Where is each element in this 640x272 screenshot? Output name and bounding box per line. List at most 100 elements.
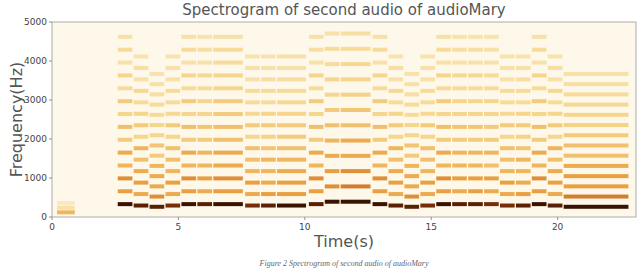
harmonic-band <box>564 113 629 117</box>
harmonic-band <box>325 200 340 204</box>
harmonic-band <box>150 184 165 188</box>
harmonic-band <box>261 204 276 208</box>
harmonic-band <box>134 123 149 127</box>
harmonic-band <box>564 154 629 158</box>
harmonic-band <box>261 192 276 196</box>
harmonic-band <box>118 99 133 103</box>
harmonic-band <box>468 86 483 90</box>
harmonic-band <box>452 99 467 103</box>
harmonic-band <box>548 66 563 70</box>
harmonic-band <box>134 192 149 196</box>
harmonic-band <box>452 73 467 77</box>
harmonic-band <box>404 195 419 199</box>
harmonic-band <box>404 123 419 127</box>
harmonic-band <box>134 135 149 139</box>
harmonic-band <box>197 99 212 103</box>
y-tick-label: 2000 <box>24 134 47 144</box>
harmonic-band <box>452 164 467 168</box>
harmonic-band <box>468 61 483 65</box>
harmonic-band <box>118 176 133 180</box>
harmonic-band <box>150 154 165 158</box>
harmonic-band <box>500 169 515 173</box>
harmonic-band <box>532 35 547 39</box>
harmonic-band <box>181 61 196 65</box>
harmonic-band <box>484 112 499 116</box>
harmonic-band <box>404 82 419 86</box>
harmonic-band <box>484 61 499 65</box>
harmonic-band <box>436 189 451 193</box>
harmonic-band <box>325 32 340 36</box>
harmonic-band <box>532 202 547 206</box>
harmonic-band <box>532 176 547 180</box>
harmonic-band <box>213 48 243 52</box>
harmonic-band <box>181 35 196 39</box>
harmonic-band <box>500 204 515 208</box>
harmonic-band <box>388 89 403 93</box>
harmonic-band <box>341 47 371 51</box>
harmonic-band <box>388 123 403 127</box>
plot-frame <box>52 22 636 217</box>
harmonic-band <box>134 89 149 93</box>
harmonic-band <box>373 176 388 180</box>
harmonic-band <box>245 192 260 196</box>
harmonic-band <box>134 169 149 173</box>
title: Spectrogram of second audio of audioMary <box>182 1 506 19</box>
y-tick-label: 5000 <box>24 17 47 27</box>
harmonic-band <box>548 158 563 162</box>
harmonic-band <box>150 174 165 178</box>
harmonic-band <box>484 202 499 206</box>
x-tick <box>431 217 432 220</box>
harmonic-band <box>404 164 419 168</box>
harmonic-band <box>468 151 483 155</box>
harmonic-band <box>548 135 563 139</box>
harmonic-band <box>118 86 133 90</box>
harmonic-band <box>261 169 276 173</box>
harmonic-band <box>261 112 276 116</box>
harmonic-band <box>468 99 483 103</box>
harmonic-band <box>277 146 306 150</box>
harmonic-band <box>181 151 196 155</box>
harmonic-band <box>245 158 260 162</box>
harmonic-band <box>436 99 451 103</box>
harmonic-band <box>150 113 165 117</box>
harmonic-band <box>261 181 276 185</box>
harmonic-band <box>150 123 165 127</box>
harmonic-band <box>213 125 243 129</box>
harmonic-band <box>516 146 531 150</box>
harmonic-band <box>468 73 483 77</box>
harmonic-band <box>500 123 515 127</box>
harmonic-band <box>548 192 563 196</box>
harmonic-band <box>500 146 515 150</box>
harmonic-band <box>532 61 547 65</box>
harmonic-band <box>213 202 243 206</box>
harmonic-band <box>420 181 435 185</box>
harmonic-band <box>309 112 324 116</box>
harmonic-band <box>261 123 276 127</box>
harmonic-band <box>118 35 133 39</box>
harmonic-band <box>150 72 165 76</box>
harmonic-band <box>325 62 340 66</box>
harmonic-band <box>245 66 260 70</box>
harmonic-band <box>452 125 467 129</box>
harmonic-band <box>516 66 531 70</box>
harmonic-band <box>564 72 629 76</box>
harmonic-band <box>166 112 181 116</box>
y-tick <box>49 22 52 23</box>
harmonic-band <box>245 54 260 58</box>
harmonic-band <box>548 146 563 150</box>
harmonic-band <box>277 89 306 93</box>
y-tick-label: 3000 <box>24 95 47 105</box>
harmonic-band <box>309 48 324 52</box>
harmonic-band <box>118 151 133 155</box>
x-tick-label: 10 <box>299 222 311 232</box>
harmonic-band <box>341 32 371 36</box>
harmonic-band <box>118 61 133 65</box>
harmonic-band <box>500 112 515 116</box>
harmonic-band <box>564 143 629 147</box>
harmonic-band <box>388 204 403 208</box>
harmonic-band <box>181 138 196 142</box>
harmonic-band <box>373 202 388 206</box>
harmonic-band <box>420 54 435 58</box>
harmonic-band <box>134 77 149 81</box>
harmonic-band <box>197 189 212 193</box>
